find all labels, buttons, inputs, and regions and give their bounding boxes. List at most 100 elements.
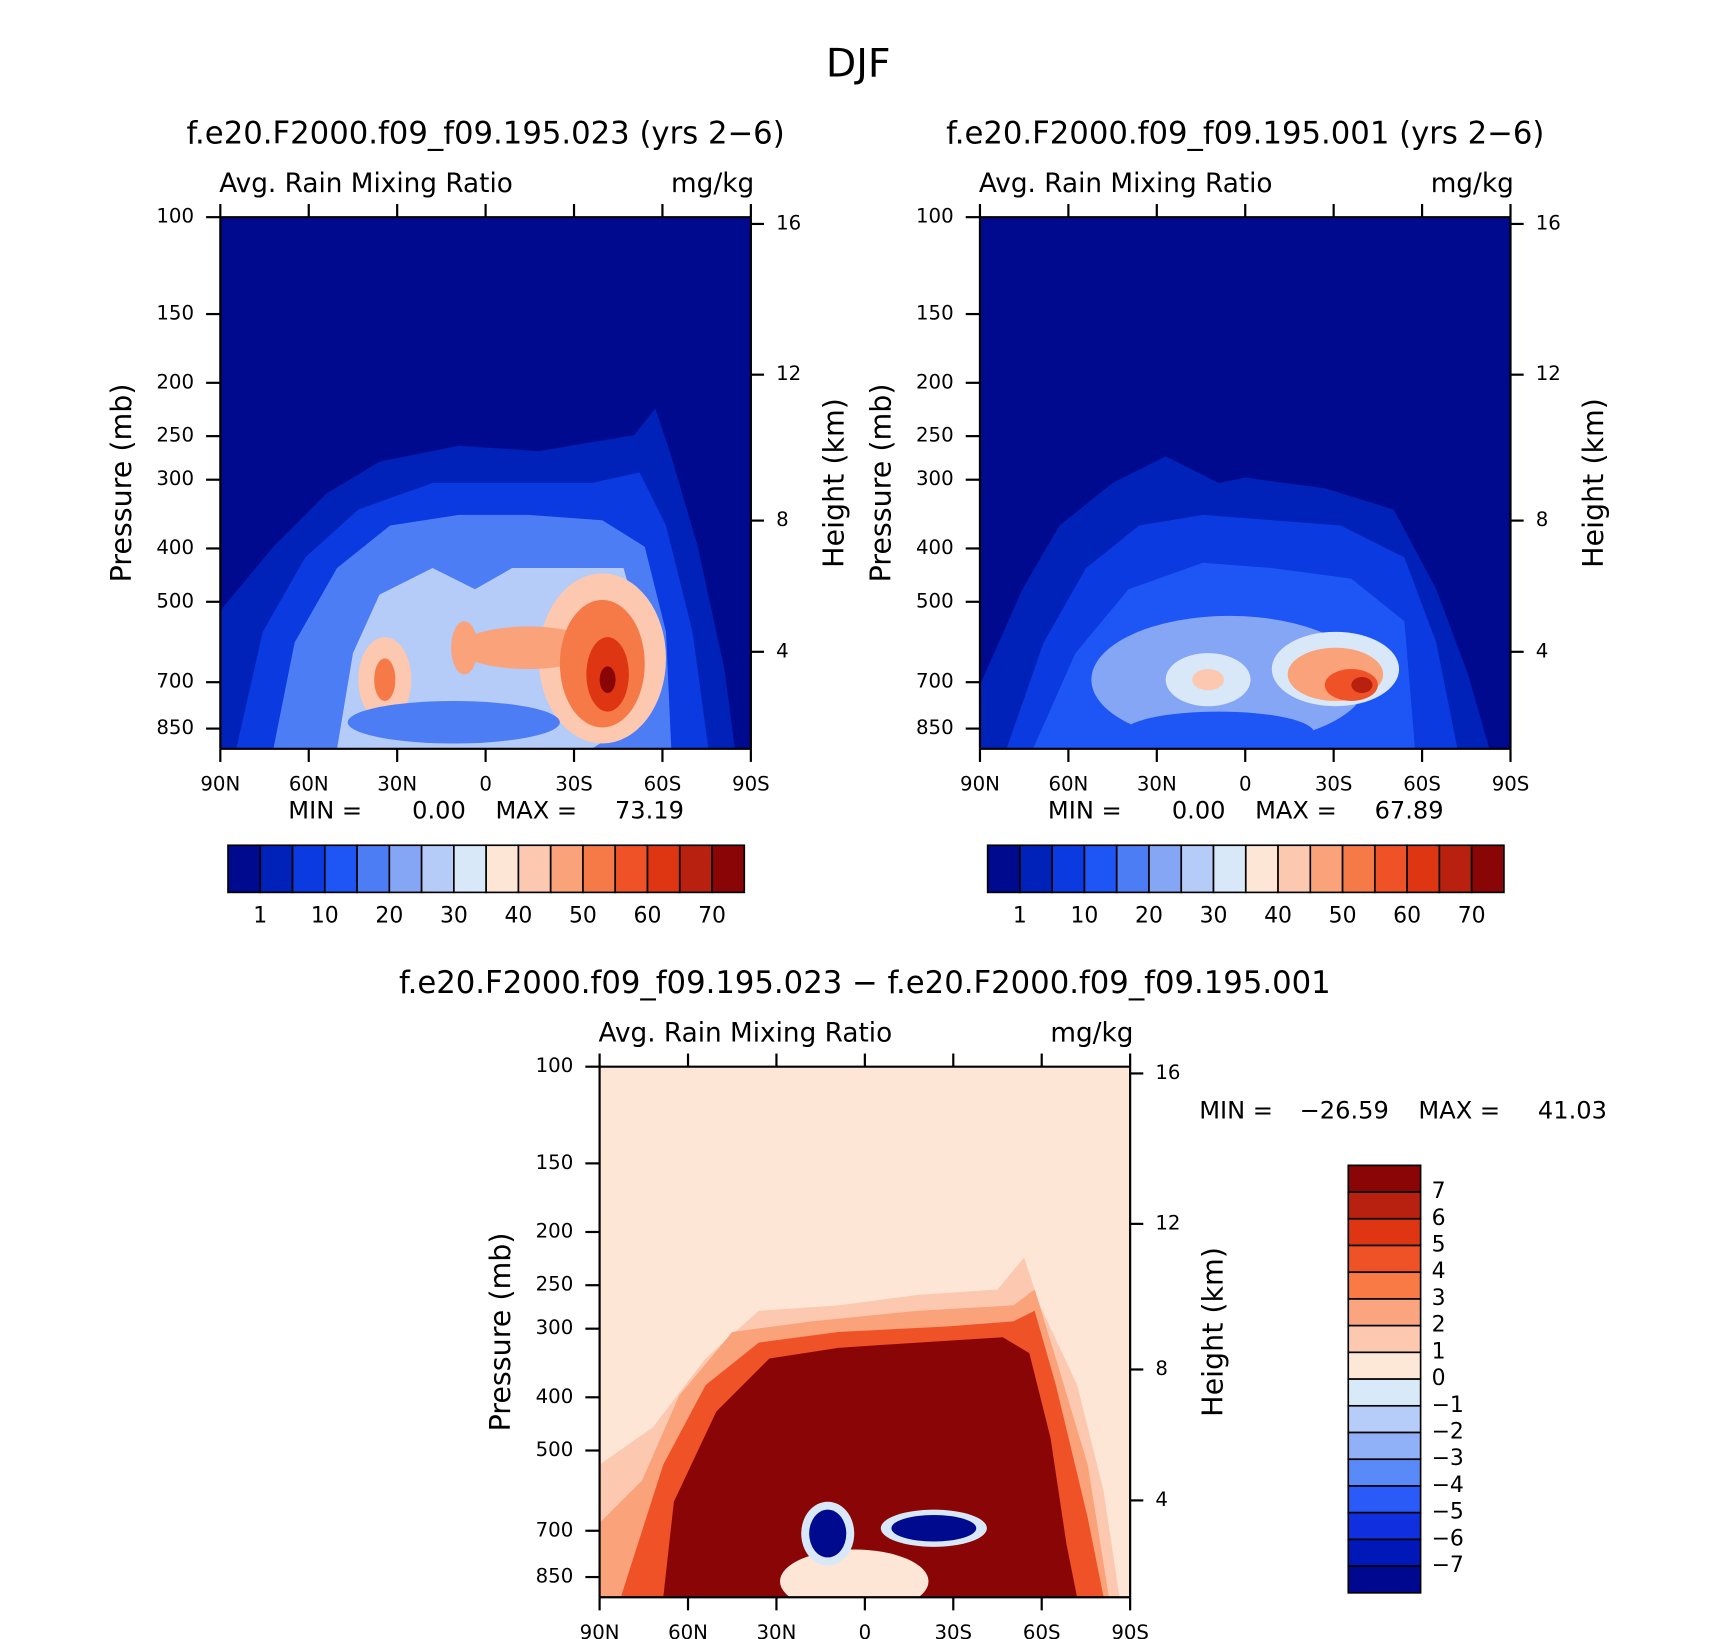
- stat-value: 41.03: [1538, 1097, 1607, 1125]
- chart-title: f.e20.F2000.f09_f09.195.001 (yrs 2−6): [946, 116, 1544, 151]
- colorbar-label: −1: [1432, 1393, 1464, 1418]
- colorbar-label: 20: [1135, 904, 1163, 929]
- y-tick-label: 500: [916, 589, 954, 612]
- colorbar-box: [1347, 1378, 1422, 1407]
- colorbar-label: −5: [1432, 1500, 1464, 1525]
- contour-field: [599, 1066, 1131, 1598]
- colorbar-box: [291, 844, 326, 894]
- y-tick-label: 100: [156, 205, 194, 228]
- colorbar-box: [678, 844, 713, 894]
- colorbar-box: [1406, 844, 1441, 894]
- colorbar-label: 70: [1458, 904, 1486, 929]
- colorbar-box: [1019, 844, 1053, 894]
- colorbar-box: [1277, 844, 1312, 894]
- contour-field: [220, 217, 751, 749]
- stat-value: 0.00: [412, 796, 466, 824]
- colorbar-label: 50: [1329, 904, 1357, 929]
- colorbar-label: −6: [1432, 1526, 1464, 1551]
- colorbar-label: −7: [1432, 1553, 1464, 1578]
- y-tick-label: 850: [536, 1565, 574, 1588]
- x-tick-label: 30S: [555, 772, 593, 795]
- colorbar-box: [323, 844, 358, 894]
- x-tick-label: 60S: [1023, 1621, 1061, 1639]
- y2-axis-label: Height (km): [1577, 398, 1610, 568]
- colorbar-box: [1347, 1458, 1422, 1487]
- colorbar-box: [549, 844, 584, 894]
- y-tick-label: 400: [536, 1385, 574, 1408]
- colorbar-box: [1148, 844, 1183, 894]
- x-tick-label: 90S: [1111, 1621, 1149, 1639]
- x-tick-label: 0: [479, 772, 492, 795]
- y-tick-label: 200: [156, 370, 194, 393]
- colorbar-box: [1347, 1271, 1422, 1300]
- stat-name: MIN =: [1048, 796, 1122, 824]
- units-label: mg/kg: [1050, 1018, 1133, 1048]
- y2-tick-label: 12: [776, 362, 801, 385]
- chart-title: f.e20.F2000.f09_f09.195.023 − f.e20.F200…: [399, 966, 1331, 1001]
- colorbar-label: 30: [440, 904, 468, 929]
- y-axis-label: Pressure (mb): [105, 384, 138, 583]
- x-tick-label: 30N: [1137, 772, 1177, 795]
- colorbar-box: [1347, 1538, 1422, 1567]
- stat-name: MIN =: [1199, 1097, 1273, 1125]
- y-tick-label: 850: [916, 716, 954, 739]
- x-tick-label: 60N: [668, 1621, 708, 1639]
- y2-tick-label: 12: [1155, 1211, 1180, 1234]
- y-tick-label: 200: [916, 370, 954, 393]
- colorbar-label: 30: [1200, 904, 1228, 929]
- y-axis-label: Pressure (mb): [864, 384, 897, 583]
- colorbar-box: [227, 844, 262, 894]
- colorbar-box: [1347, 1191, 1422, 1220]
- chart-title: f.e20.F2000.f09_f09.195.023 (yrs 2−6): [186, 116, 784, 151]
- colorbar-label: 20: [375, 904, 403, 929]
- colorbar-box: [1347, 1244, 1422, 1274]
- y2-tick-label: 4: [1155, 1488, 1168, 1511]
- colorbar-label: 40: [504, 904, 532, 929]
- units-label: mg/kg: [671, 169, 754, 199]
- colorbar-label: −3: [1432, 1446, 1464, 1471]
- colorbar-label: 5: [1432, 1232, 1446, 1257]
- stat-value: 73.19: [615, 796, 684, 824]
- colorbar-label: 50: [569, 904, 597, 929]
- chart-subtitle: Avg. Rain Mixing Ratio: [979, 169, 1273, 199]
- colorbar-label: 0: [1432, 1366, 1446, 1391]
- y-tick-label: 150: [156, 302, 194, 325]
- y2-tick-label: 12: [1536, 362, 1561, 385]
- y-tick-label: 500: [536, 1438, 574, 1461]
- colorbar-label: 3: [1432, 1286, 1446, 1311]
- colorbar-label: 1: [253, 904, 267, 929]
- colorbar-box: [1212, 844, 1247, 894]
- colorbar-label: −2: [1432, 1420, 1464, 1445]
- colorbar-box: [1051, 844, 1086, 894]
- x-tick-label: 90N: [580, 1621, 620, 1639]
- colorbar-box: [1347, 1485, 1422, 1514]
- y2-tick-label: 4: [1536, 639, 1549, 662]
- y2-axis-label: Height (km): [1197, 1247, 1230, 1417]
- y-tick-label: 100: [916, 205, 954, 228]
- x-tick-label: 30S: [1315, 772, 1353, 795]
- y-tick-label: 150: [536, 1151, 574, 1174]
- y-tick-label: 300: [536, 1316, 574, 1339]
- colorbar-box: [986, 844, 1021, 894]
- colorbar-box: [356, 844, 391, 894]
- colorbar-box: [1347, 1431, 1422, 1461]
- y2-axis-label: Height (km): [817, 398, 850, 568]
- x-tick-label: 60S: [1403, 772, 1441, 795]
- colorbar-label: 1: [1013, 904, 1027, 929]
- x-tick-label: 0: [859, 1621, 872, 1639]
- y-tick-label: 250: [156, 424, 194, 447]
- x-tick-label: 90N: [960, 772, 1000, 795]
- y-tick-label: 250: [916, 424, 954, 447]
- colorbar-label: 4: [1432, 1259, 1446, 1284]
- x-tick-label: 90S: [732, 772, 770, 795]
- y2-tick-label: 16: [776, 211, 801, 234]
- y-tick-label: 850: [156, 716, 194, 739]
- y2-tick-label: 8: [1155, 1357, 1168, 1380]
- colorbar-box: [1470, 844, 1505, 894]
- x-tick-label: 60N: [1048, 772, 1088, 795]
- colorbar-box: [1347, 1565, 1422, 1594]
- colorbar-box: [1309, 844, 1344, 894]
- x-tick-label: 30N: [377, 772, 417, 795]
- y-tick-label: 500: [156, 589, 194, 612]
